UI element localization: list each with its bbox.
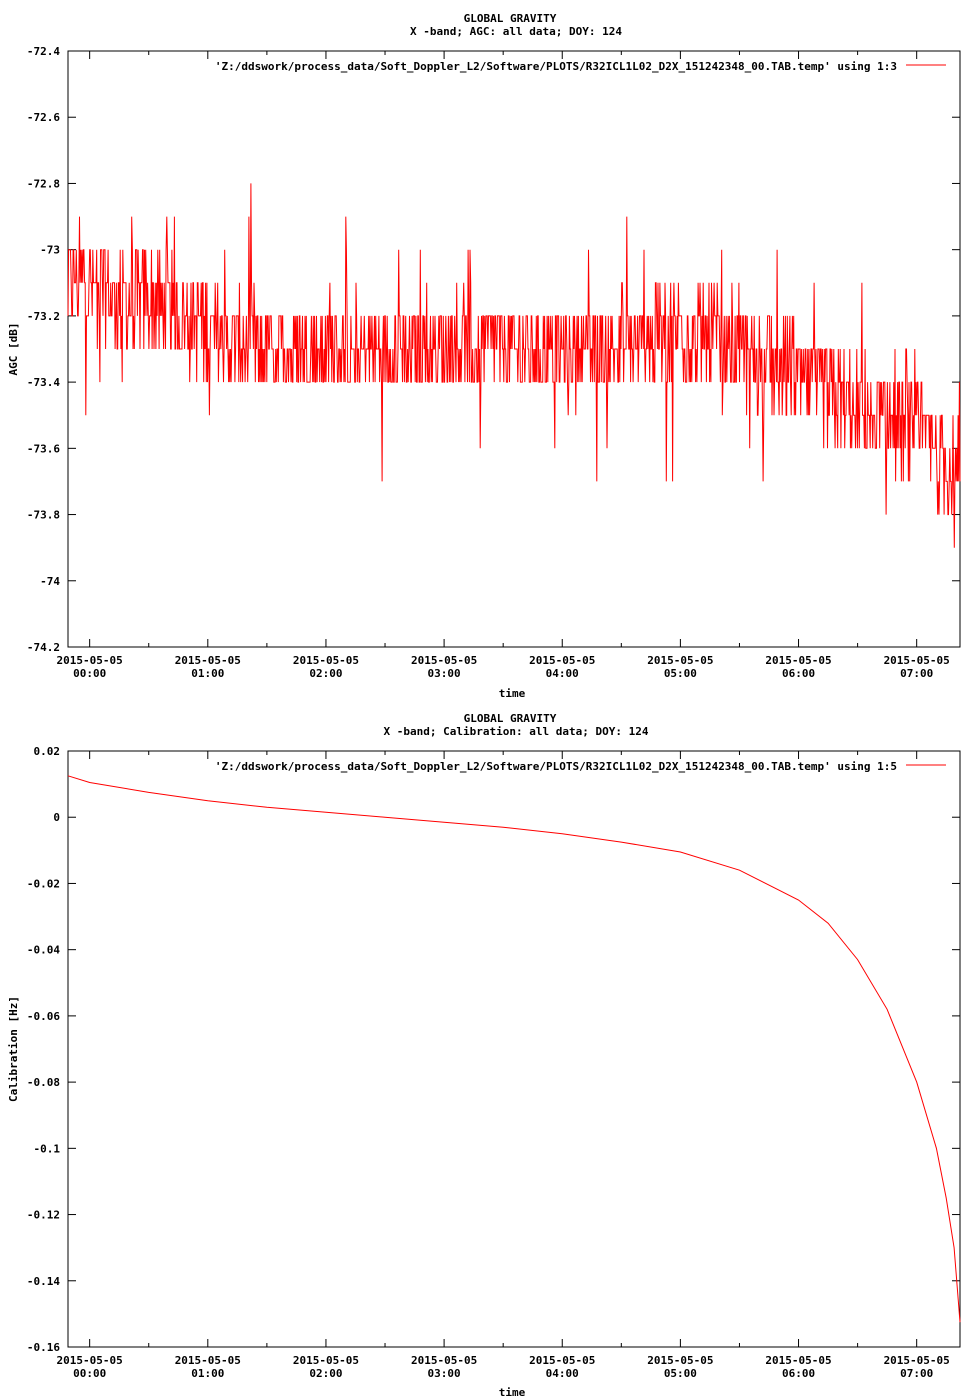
agc-y-tick-label: -73.6 [27,442,60,455]
calibration-y-tick-label: -0.02 [27,877,60,890]
calibration-x-tick-date: 2015-05-05 [884,1354,950,1367]
agc-chart-panel: GLOBAL GRAVITY X -band; AGC: all data; D… [7,12,961,700]
calibration-x-tick-time: 05:00 [664,1367,697,1380]
calibration-x-axis-label: time [499,1386,526,1399]
agc-x-tick-time: 07:00 [900,667,933,680]
calibration-plot-frame [67,750,961,1348]
agc-x-tick-date: 2015-05-05 [529,654,595,667]
agc-x-tick-date: 2015-05-05 [884,654,950,667]
calibration-series-line [67,775,961,1323]
agc-plot-frame [67,50,961,648]
calibration-x-tick-time: 07:00 [900,1367,933,1380]
agc-y-tick-label: -74.2 [27,641,60,654]
agc-x-tick-time: 03:00 [428,667,461,680]
agc-y-tick-label: -73.2 [27,310,60,323]
agc-chart-subtitle: X -band; AGC: all data; DOY: 124 [410,25,622,38]
agc-x-tick-date: 2015-05-05 [57,654,123,667]
agc-x-tick-date: 2015-05-05 [293,654,359,667]
calibration-chart-subtitle: X -band; Calibration: all data; DOY: 124 [384,725,649,738]
agc-x-tick-date: 2015-05-05 [647,654,713,667]
calibration-y-tick-label: -0.1 [34,1142,61,1155]
calibration-chart-title: GLOBAL GRAVITY [464,712,557,725]
calibration-x-tick-date: 2015-05-05 [647,1354,713,1367]
agc-x-tick-date: 2015-05-05 [411,654,477,667]
calibration-y-ticks: 0.02 0 -0.02 -0.04 -0.06 -0.08 -0.1 -0.12 -0.14 -… [27,745,960,1354]
calibration-y-tick-label: -0.04 [27,944,60,957]
agc-legend-label: 'Z:/ddswork/process_data/Soft_Doppler_L2… [215,60,897,73]
agc-x-ticks: 2015-05-0500:002015-05-0501:002015-05-05… [57,51,950,680]
agc-y-tick-label: -73.8 [27,509,60,522]
calibration-x-tick-date: 2015-05-05 [529,1354,595,1367]
calibration-y-tick-label: -0.14 [27,1275,60,1288]
calibration-y-axis-label: Calibration [Hz] [7,996,20,1102]
calibration-y-tick-label: -0.16 [27,1341,60,1354]
calibration-x-tick-time: 03:00 [428,1367,461,1380]
calibration-x-tick-time: 02:00 [309,1367,342,1380]
calibration-x-tick-time: 00:00 [73,1367,106,1380]
agc-series-line [67,183,961,548]
calibration-y-tick-label: -0.12 [27,1209,60,1222]
agc-x-tick-date: 2015-05-05 [765,654,831,667]
agc-y-tick-label: -73 [40,244,60,257]
agc-x-axis-label: time [499,687,526,700]
calibration-x-tick-time: 06:00 [782,1367,815,1380]
agc-y-tick-label: -72.8 [27,177,60,190]
calibration-x-tick-time: 04:00 [546,1367,579,1380]
agc-x-tick-time: 05:00 [664,667,697,680]
calibration-y-tick-label: -0.06 [27,1010,60,1023]
calibration-x-tick-date: 2015-05-05 [175,1354,241,1367]
calibration-y-tick-label: -0.08 [27,1076,60,1089]
agc-x-tick-time: 06:00 [782,667,815,680]
calibration-y-tick-label: 0.02 [34,745,61,758]
agc-y-tick-label: -72.4 [27,45,60,58]
calibration-x-tick-time: 01:00 [191,1367,224,1380]
agc-x-tick-time: 01:00 [191,667,224,680]
agc-x-tick-time: 00:00 [73,667,106,680]
calibration-chart-panel: GLOBAL GRAVITY X -band; Calibration: all… [7,712,961,1399]
calibration-x-tick-date: 2015-05-05 [765,1354,831,1367]
calibration-x-tick-date: 2015-05-05 [293,1354,359,1367]
agc-x-tick-time: 02:00 [309,667,342,680]
agc-chart-title: GLOBAL GRAVITY [464,12,557,25]
agc-x-tick-time: 04:00 [546,667,579,680]
calibration-x-tick-date: 2015-05-05 [57,1354,123,1367]
calibration-legend-label: 'Z:/ddswork/process_data/Soft_Doppler_L2… [215,760,897,773]
agc-y-tick-label: -74 [40,575,60,588]
agc-y-tick-label: -72.6 [27,111,60,124]
calibration-x-ticks: 2015-05-0500:002015-05-0501:002015-05-05… [57,751,950,1380]
agc-y-axis-label: AGC [dB] [7,323,20,376]
agc-x-tick-date: 2015-05-05 [175,654,241,667]
agc-y-tick-label: -73.4 [27,376,60,389]
calibration-y-tick-label: 0 [53,811,60,824]
calibration-x-tick-date: 2015-05-05 [411,1354,477,1367]
